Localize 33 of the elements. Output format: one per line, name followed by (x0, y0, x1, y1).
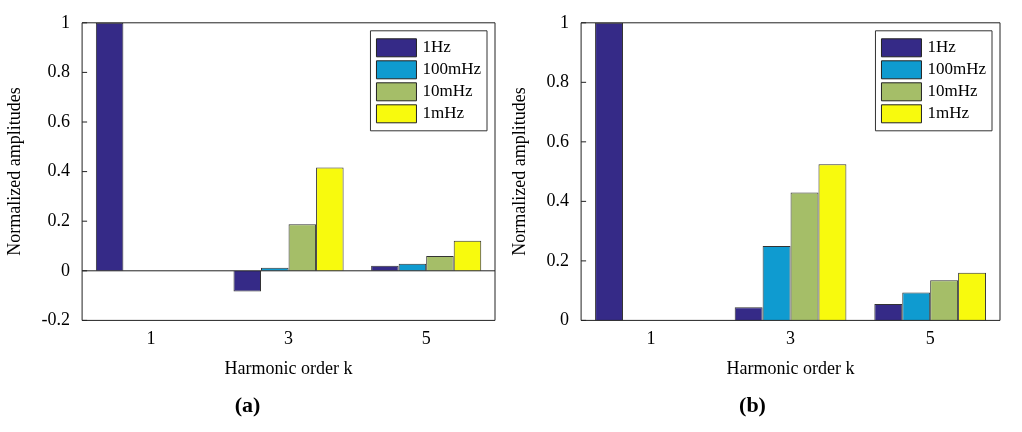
text: (b) (739, 392, 766, 418)
legend-label: 10mHz (422, 81, 473, 101)
y-tick-label: 1 (61, 11, 71, 32)
legend-label: 1Hz (927, 37, 957, 57)
y-tick-label: 0 (61, 259, 71, 280)
x-tick-label: 5 (925, 327, 935, 348)
x-tick-label: 3 (786, 327, 796, 348)
y-tick-label: 0.2 (546, 249, 570, 270)
legend-label: 1mHz (422, 103, 465, 123)
legend-label: 1Hz (422, 37, 452, 57)
y-tick-label: 0.6 (47, 110, 71, 131)
y-tick-label: 0.4 (47, 160, 71, 181)
legend-label: 100mHz (422, 59, 482, 79)
x-tick-label: 3 (284, 327, 294, 348)
y-tick-label: -0.2 (41, 309, 71, 330)
legend-label: 10mHz (927, 81, 978, 101)
y-tick-label: 0 (560, 309, 570, 330)
x-tick-label: 1 (146, 327, 156, 348)
legend-label: 1mHz (927, 103, 970, 123)
y-tick-label: 0.2 (47, 209, 71, 230)
y-axis-title: Normalized amplitudes (508, 87, 529, 256)
y-tick-label: 1 (560, 11, 570, 32)
y-tick-label: 0.8 (47, 61, 71, 82)
x-tick-label: 5 (421, 327, 431, 348)
y-tick-label: 0.4 (546, 190, 570, 211)
text: (a) (234, 392, 261, 418)
y-tick-label: 0.6 (546, 130, 570, 151)
x-tick-label: 1 (646, 327, 656, 348)
y-tick-label: 0.8 (546, 71, 570, 92)
y-axis-title: Normalized amplitudes (3, 87, 24, 256)
legend-label: 100mHz (927, 59, 987, 79)
x-axis-title: Harmonic order k (224, 357, 353, 378)
x-axis-title: Harmonic order k (726, 357, 855, 378)
